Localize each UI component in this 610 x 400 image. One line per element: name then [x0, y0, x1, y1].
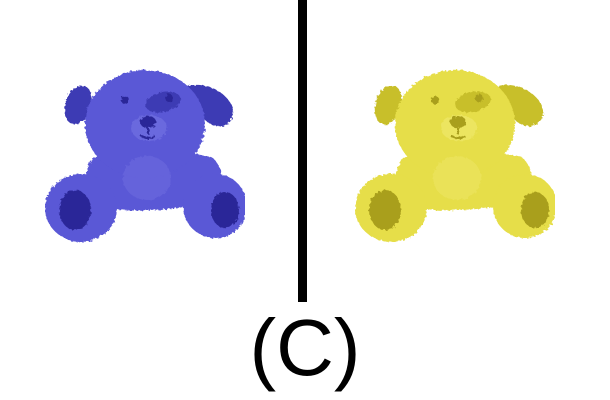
plush-dog-yellow-illustration	[355, 70, 555, 242]
figure-caption: (C)	[249, 303, 361, 392]
plush-dog-blue-illustration	[45, 70, 245, 242]
panel-divider	[298, 0, 307, 302]
plush-dog-blue-image	[45, 58, 245, 248]
plush-dog-yellow-image	[355, 58, 555, 248]
